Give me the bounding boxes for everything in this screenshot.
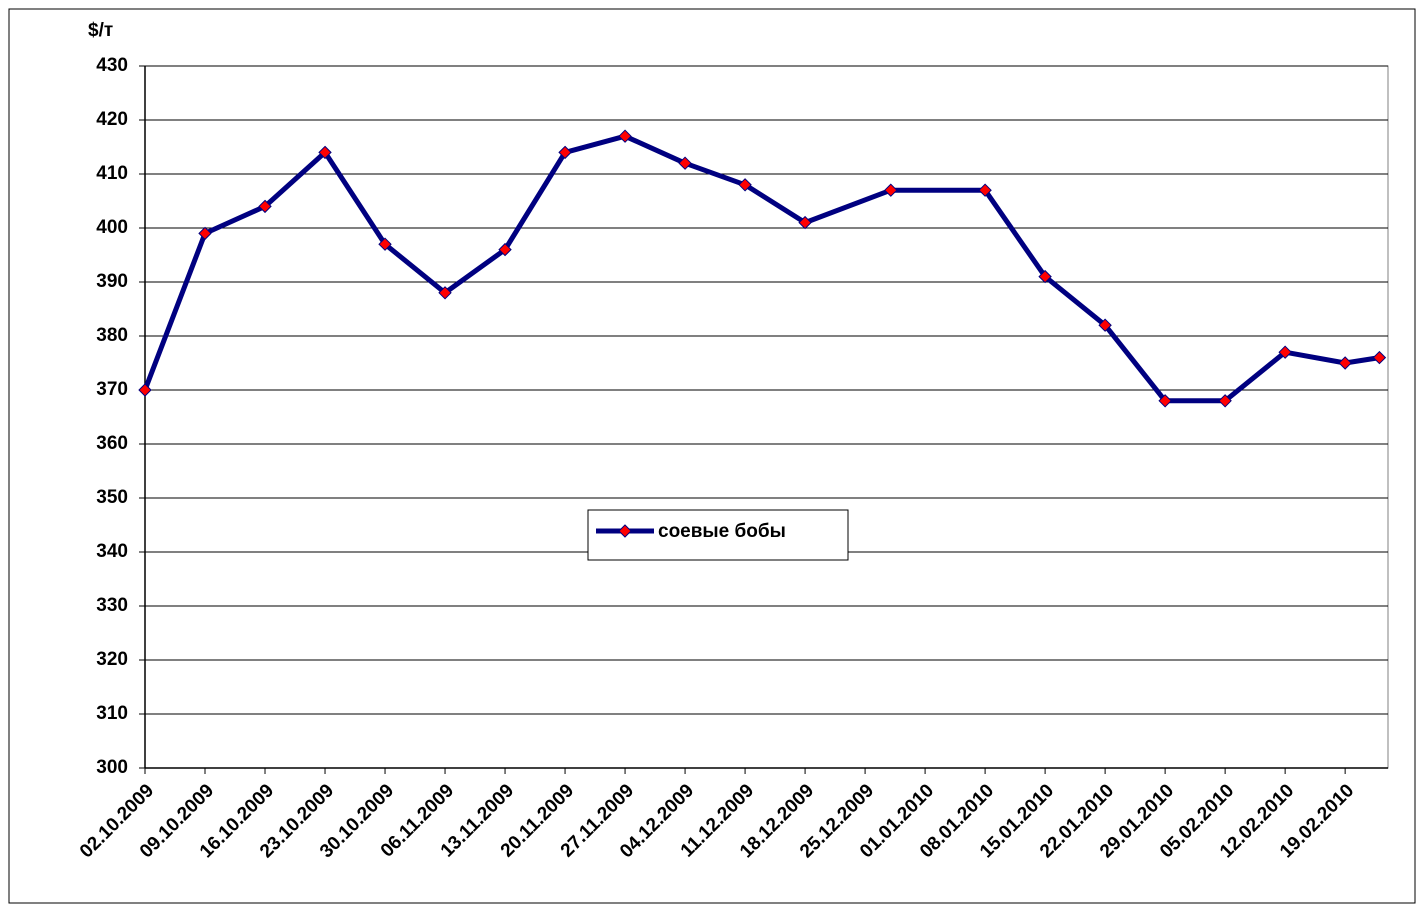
y-tick-label: 410	[96, 163, 128, 184]
data-point	[1218, 394, 1232, 408]
data-point	[738, 178, 752, 192]
data-point	[678, 156, 692, 170]
y-tick-label: 430	[96, 55, 128, 76]
data-point	[1372, 350, 1387, 365]
y-tick-label: 310	[96, 703, 128, 724]
data-point	[258, 199, 272, 214]
y-tick-label: 360	[96, 433, 128, 454]
y-axis-label: $/т	[88, 20, 113, 41]
y-tick-label: 390	[96, 271, 128, 292]
data-point	[884, 183, 898, 197]
y-tick-label: 380	[96, 325, 128, 346]
legend-box	[587, 509, 849, 561]
y-tick-label: 320	[96, 649, 128, 670]
data-point	[1098, 318, 1112, 332]
y-tick-label: 340	[96, 541, 128, 562]
data-point	[558, 145, 572, 160]
y-tick-label: 420	[96, 109, 128, 130]
y-tick-label: 350	[96, 487, 128, 508]
data-point	[1038, 269, 1052, 284]
data-point	[378, 237, 392, 251]
data-point	[1158, 394, 1172, 408]
data-point	[1278, 345, 1292, 359]
data-point	[798, 215, 812, 230]
data-point	[198, 226, 212, 241]
data-point	[318, 145, 332, 160]
legend-marker	[618, 524, 632, 538]
data-point	[138, 383, 152, 397]
data-point	[978, 183, 992, 197]
data-point	[1338, 356, 1352, 370]
plot-area	[144, 65, 1389, 769]
y-tick-label: 300	[96, 757, 128, 778]
legend-label: соевые бобы	[658, 521, 786, 542]
data-point	[438, 286, 452, 300]
y-tick-label: 330	[96, 595, 128, 616]
y-tick-label: 370	[96, 379, 128, 400]
y-tick-label: 400	[96, 217, 128, 238]
data-point	[498, 242, 512, 257]
data-point	[618, 129, 632, 143]
